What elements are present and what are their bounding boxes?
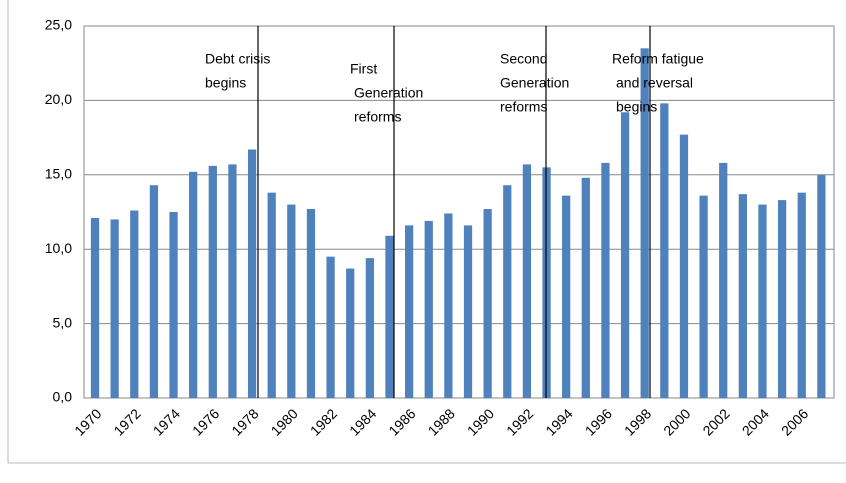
x-tick-label: 1974: [150, 405, 183, 438]
x-tick-label: 1972: [110, 405, 143, 438]
x-tick-label: 1984: [346, 405, 379, 438]
bar: [699, 195, 708, 398]
bar: [620, 112, 630, 398]
x-tick-label: 1978: [228, 405, 261, 438]
bar: [110, 219, 119, 398]
bar: [503, 185, 512, 398]
bar: [758, 204, 767, 398]
bar: [719, 162, 728, 398]
x-tick-label: 2002: [699, 405, 732, 438]
x-tick-label: 2000: [660, 405, 693, 438]
bar: [385, 235, 394, 398]
bar: [247, 149, 257, 398]
annotation-text: reforms: [354, 109, 401, 125]
x-tick-label: 1986: [385, 405, 418, 438]
bar: [777, 200, 787, 398]
bar: [601, 162, 610, 398]
bar: [130, 210, 139, 398]
annotation-text: Reform fatigue: [612, 51, 704, 67]
bar: [660, 103, 669, 398]
bar: [738, 194, 747, 398]
x-tick-label: 1976: [189, 405, 222, 438]
annotation-text: Debt crisis: [205, 51, 270, 67]
bar: [640, 48, 649, 398]
bar: [797, 192, 806, 398]
bar: [228, 164, 237, 398]
annotation-text: reforms: [500, 99, 547, 115]
x-tick-label: 2004: [739, 405, 772, 438]
annotation-text: Generation: [354, 85, 423, 101]
bar: [404, 225, 414, 398]
bar: [679, 134, 689, 398]
bar: [817, 174, 826, 398]
annotation-text: Generation: [500, 75, 569, 91]
x-tick-label: 1982: [307, 405, 340, 438]
y-tick-label: 5,0: [53, 314, 73, 330]
y-tick-label: 25,0: [45, 17, 72, 33]
annotation-text: begins: [205, 75, 246, 91]
bar: [208, 165, 217, 398]
x-tick-label: 1994: [542, 405, 575, 438]
y-tick-label: 10,0: [45, 240, 72, 256]
bar: [522, 164, 532, 398]
annotation-text: Second: [500, 51, 547, 67]
bar: [424, 220, 433, 398]
bar: [346, 268, 355, 398]
y-tick-label: 20,0: [45, 91, 72, 107]
x-tick-label: 1970: [71, 405, 104, 438]
bar: [267, 192, 276, 398]
bar: [287, 204, 296, 398]
x-tick-label: 1990: [464, 405, 497, 438]
annotation-text: First: [350, 61, 377, 77]
bar: [326, 256, 335, 398]
bar: [581, 177, 590, 398]
x-tick-label: 2006: [778, 405, 811, 438]
bar: [562, 195, 571, 398]
x-tick-label: 1988: [425, 405, 458, 438]
bar: [463, 225, 473, 398]
bar: [149, 185, 159, 398]
x-tick-label: 1980: [268, 405, 301, 438]
x-tick-label: 1998: [621, 405, 654, 438]
annotation-text: and reversal: [616, 75, 693, 91]
y-tick-label: 15,0: [45, 166, 72, 182]
bar: [444, 213, 453, 398]
bar: [306, 209, 316, 398]
x-tick-label: 1992: [503, 405, 536, 438]
annotation-text: begins: [616, 99, 657, 115]
x-tick-label: 1996: [582, 405, 615, 438]
bar: [483, 209, 492, 398]
bar: [169, 212, 178, 398]
bar: [90, 217, 100, 398]
bar: [189, 171, 198, 398]
y-tick-label: 0,0: [53, 389, 73, 405]
bar: [365, 258, 374, 398]
